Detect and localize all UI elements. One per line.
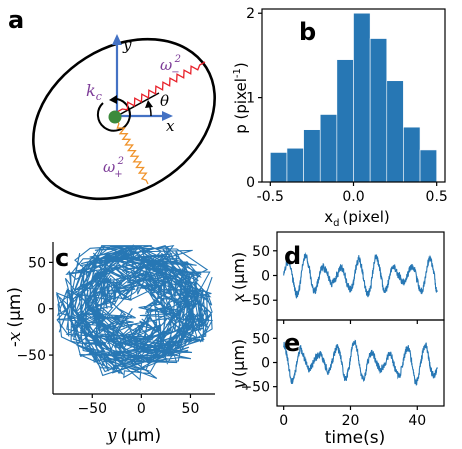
panel-e-frame (276, 319, 445, 407)
panel-e-ytick-label: 0 (261, 356, 270, 372)
panel-e-ylabel: y(μm) (229, 339, 248, 390)
label-y: y (122, 36, 132, 54)
trapped-bead (108, 110, 122, 124)
panel-c-ytick-label: 0 (37, 302, 46, 318)
histogram-bar (403, 126, 421, 183)
panel-a-schematic: a y x θ kc ω−2 ω+2 (8, 6, 216, 201)
panel-b-xtick-label: -0.5 (257, 189, 284, 205)
y-timeseries-line (283, 339, 438, 386)
histogram-bar (419, 149, 437, 183)
histogram-bar (319, 114, 338, 183)
y-arrowhead-icon (112, 34, 122, 45)
panel-a-letter: a (8, 6, 24, 34)
panel-c-ytick-label: 50 (28, 255, 46, 271)
panel-c-xtick-label: 50 (182, 401, 200, 417)
trajectory-line (55, 243, 214, 381)
panel-b-histogram: -0.5 0.0 0.5 0 1 2 b xd (pixel) p (pixel-1) (232, 6, 448, 229)
panel-d-ylabel: x(μm) (229, 252, 248, 302)
theta-ray (116, 92, 160, 117)
panel-d-ytick-label: 0 (261, 269, 270, 285)
panel-c-xtick-label: 0 (137, 401, 146, 417)
panel-e-xlabel: time(s) (325, 428, 386, 448)
panel-d-ytick-label: −50 (240, 293, 270, 309)
spring-omega-minus (116, 61, 206, 113)
panel-b-ytick-label: 1 (246, 91, 255, 107)
panel-e-xtick-label: 40 (408, 413, 426, 429)
panel-e-y-timeseries: 50 0 −50 0 20 40 e y(μm) time(s) (229, 319, 445, 448)
panel-d-ticks: 50 0 −50 (240, 244, 418, 324)
panel-b-ylabel: p (pixel-1) (232, 62, 250, 134)
panel-c-xtick-label: −50 (77, 401, 107, 417)
panel-b-ytick-label: 0 (246, 175, 255, 191)
theta-arrow-icon (145, 100, 153, 108)
panel-e-ytick-label: −50 (240, 380, 270, 396)
panel-d-letter: d (284, 242, 301, 270)
panel-e-letter: e (284, 329, 300, 357)
panel-c-ylabel: -x(μm) (5, 287, 25, 347)
x-arrowhead-icon (162, 111, 173, 121)
panel-c-letter: c (55, 244, 69, 272)
kc-rotation-arc (96, 98, 131, 132)
label-theta: θ (160, 92, 169, 110)
panel-b-xtick-label: 0.5 (426, 189, 448, 205)
histogram-bar (303, 129, 321, 183)
panel-b-ytick-label: 2 (246, 6, 255, 22)
histogram-bar (369, 38, 388, 183)
panel-e-xtick-label: 0 (279, 413, 288, 429)
histogram-bar (353, 12, 371, 183)
panel-d-x-timeseries: 50 0 −50 d x(μm) (229, 231, 445, 324)
panel-b-xtick-label: 0.0 (342, 189, 364, 205)
trap-ellipse (32, 37, 216, 201)
panel-b-letter: b (299, 18, 316, 46)
panel-e-ytick-label: 50 (252, 331, 270, 347)
panel-e-xtick-label: 20 (342, 413, 360, 429)
kc-arrow-icon (109, 95, 117, 104)
label-kc: kc (86, 81, 102, 103)
panel-c-ytick-label: −50 (16, 348, 46, 364)
panel-b-ticks: -0.5 0.0 0.5 0 1 2 (246, 6, 448, 205)
label-omega-minus: ω−2 (160, 54, 181, 78)
label-x: x (166, 117, 175, 135)
panel-d-ytick-label: 50 (252, 244, 270, 260)
panel-e-ticks: 50 0 −50 0 20 40 (240, 331, 426, 429)
panel-c-ticks: −50 0 50 50 0 −50 (16, 242, 215, 417)
histogram-bars (270, 12, 437, 183)
panel-c-trajectory: −50 0 50 50 0 −50 c y (μm) -x(μm) (5, 242, 215, 446)
x-timeseries-line (283, 252, 438, 299)
panel-b-xlabel: xd (pixel) (324, 208, 389, 229)
histogram-bar (336, 59, 354, 183)
label-omega-plus: ω+2 (103, 156, 124, 180)
histogram-bar (270, 152, 288, 183)
histogram-bar (286, 147, 304, 183)
panel-d-frame (276, 231, 445, 321)
panel-c-xlabel: y (μm) (106, 426, 161, 446)
spring-omega-plus (116, 119, 149, 185)
histogram-bar (386, 80, 404, 183)
